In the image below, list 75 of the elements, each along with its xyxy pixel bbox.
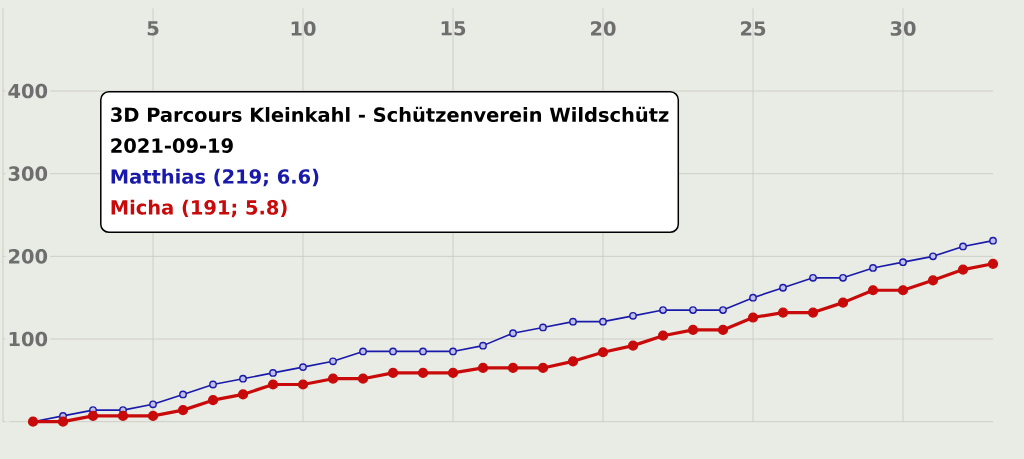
point <box>569 317 577 326</box>
point <box>237 389 249 400</box>
point <box>599 317 607 326</box>
point <box>627 340 639 351</box>
y-tick-label: 100 <box>9 331 48 347</box>
point <box>299 363 307 372</box>
x-tick-label: 30 <box>890 21 916 36</box>
point <box>809 273 817 282</box>
x-tick-label: 5 <box>147 21 159 36</box>
point <box>297 379 309 390</box>
point <box>959 242 967 251</box>
text: Matthias (219; 6.6) <box>111 168 319 187</box>
point <box>177 405 189 416</box>
point <box>537 362 549 374</box>
point <box>899 258 907 267</box>
point <box>657 330 669 341</box>
point <box>239 374 247 383</box>
point <box>689 306 697 314</box>
y-tick-label: 200 <box>9 249 48 264</box>
text: 3D Parcours Kleinkahl - Schützenverein Wildschütz <box>111 106 669 123</box>
point <box>209 380 217 389</box>
point <box>207 395 219 406</box>
point <box>749 293 757 302</box>
point <box>147 410 159 421</box>
point <box>567 356 579 367</box>
point <box>807 307 819 318</box>
x-tick-label: 10 <box>291 21 316 36</box>
x-tick-label: 15 <box>441 21 466 36</box>
point <box>629 311 637 320</box>
point <box>719 306 727 314</box>
text: Micha (191; 5.8) <box>111 199 287 218</box>
point <box>477 362 489 374</box>
point <box>479 341 487 350</box>
point <box>329 357 337 366</box>
point <box>839 273 847 282</box>
point <box>179 390 187 399</box>
x-tick-label: 25 <box>741 21 766 36</box>
point <box>327 373 339 384</box>
point <box>777 307 789 318</box>
point <box>417 367 429 379</box>
point <box>779 283 787 292</box>
point <box>927 275 939 286</box>
x-tick-label: 20 <box>591 21 616 36</box>
point <box>357 373 369 384</box>
point <box>447 367 459 379</box>
point <box>597 347 609 358</box>
point <box>269 369 277 377</box>
point <box>267 379 279 390</box>
point <box>869 264 877 272</box>
point <box>747 312 759 323</box>
y-tick-label: 400 <box>8 83 48 99</box>
point <box>989 236 997 245</box>
point <box>387 367 399 379</box>
text: 2021-09-19 <box>111 138 233 153</box>
point <box>929 252 937 261</box>
point <box>449 347 457 356</box>
point <box>987 258 999 269</box>
point <box>117 410 129 421</box>
y-tick-label: 300 <box>8 166 48 182</box>
point <box>867 285 879 296</box>
point <box>717 324 729 336</box>
point <box>57 416 69 427</box>
point <box>539 323 547 332</box>
point <box>687 324 699 336</box>
point <box>659 306 667 314</box>
point <box>389 347 397 356</box>
point <box>87 410 99 421</box>
point <box>419 347 427 356</box>
point <box>359 347 367 356</box>
point <box>509 329 517 338</box>
point <box>149 400 157 409</box>
point <box>957 264 969 275</box>
point <box>507 362 519 374</box>
point <box>837 297 849 308</box>
point <box>897 285 909 296</box>
